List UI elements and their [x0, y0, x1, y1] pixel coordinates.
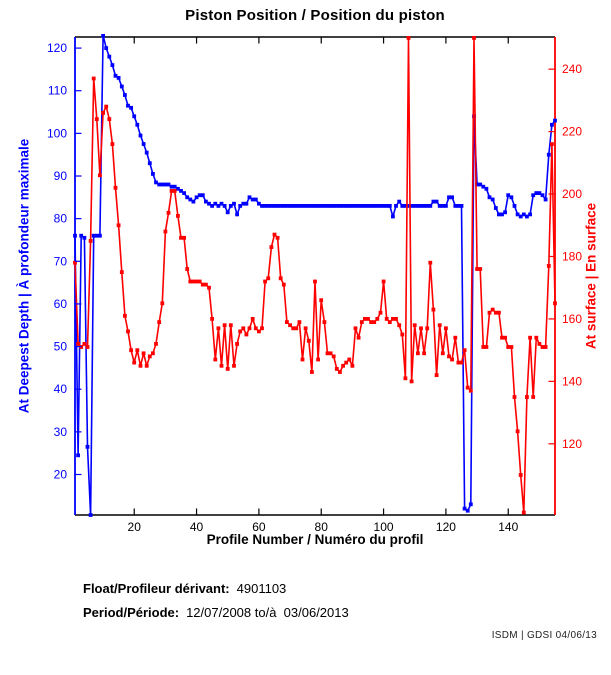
- y-right-tick-label: 160: [562, 312, 582, 326]
- deep-depth-series: [73, 34, 557, 517]
- x-tick-label: 60: [252, 520, 266, 534]
- y-left-tick-label: 70: [54, 254, 68, 268]
- y-right-tick-label: 180: [562, 249, 582, 263]
- y-left-tick-label: 90: [54, 169, 68, 183]
- period-value: 12/07/2008 to/à 03/06/2013: [186, 605, 349, 620]
- y-left-tick-label: 20: [54, 467, 68, 481]
- plot-area: 20 40 60 80 100 120 140 20 30 40 50 60 70 80 90 100 110 1…: [47, 34, 582, 534]
- y-left-tick-label: 80: [54, 212, 68, 226]
- y-left-tick-label: 50: [54, 340, 68, 354]
- y-right-tick-label: 140: [562, 374, 582, 388]
- float-id-value: 4901103: [236, 581, 287, 596]
- x-tick-label: 140: [498, 520, 518, 534]
- y-left-tick-label: 30: [54, 425, 68, 439]
- x-tick-label: 100: [374, 520, 394, 534]
- float-id-label: Float/Profileur dérivant:: [83, 581, 230, 596]
- chart-title: Piston Position / Position du piston: [185, 7, 445, 24]
- y-axis-label-right: At surface | En surface: [583, 202, 599, 350]
- float-id-line: Float/Profileur dérivant: 4901103: [83, 581, 286, 596]
- y-right-tick-label: 220: [562, 125, 582, 139]
- y-axis-label-left: At Deepest Depth | À profondeur maximale: [16, 138, 32, 414]
- y-left-tick-label: 60: [54, 297, 68, 311]
- ticks-group: 20 40 60 80 100 120 140 20 30 40 50 60 70 80 90 100 110 1…: [47, 37, 582, 534]
- y-left-tick-label: 120: [47, 41, 67, 55]
- x-tick-label: 120: [436, 520, 456, 534]
- surface-series: [73, 36, 557, 515]
- y-left-tick-label: 40: [54, 382, 68, 396]
- watermark-isdm-gdsi: ISDM | GDSI 04/06/13: [491, 630, 597, 641]
- x-tick-label: 20: [128, 520, 142, 534]
- y-right-tick-label: 240: [562, 62, 582, 76]
- period-label: Period/Période:: [83, 605, 180, 620]
- x-tick-label: 40: [190, 520, 204, 534]
- x-axis-label: Profile Number / Numéro du profil: [206, 532, 424, 547]
- y-left-tick-label: 110: [48, 84, 67, 98]
- x-tick-label: 80: [315, 520, 329, 534]
- period-line: Period/Période: 12/07/2008 to/à 03/06/201…: [83, 605, 349, 620]
- series-group: [73, 34, 557, 517]
- y-left-tick-label: 100: [47, 126, 67, 140]
- y-right-tick-label: 120: [562, 437, 582, 451]
- y-right-tick-label: 200: [562, 187, 582, 201]
